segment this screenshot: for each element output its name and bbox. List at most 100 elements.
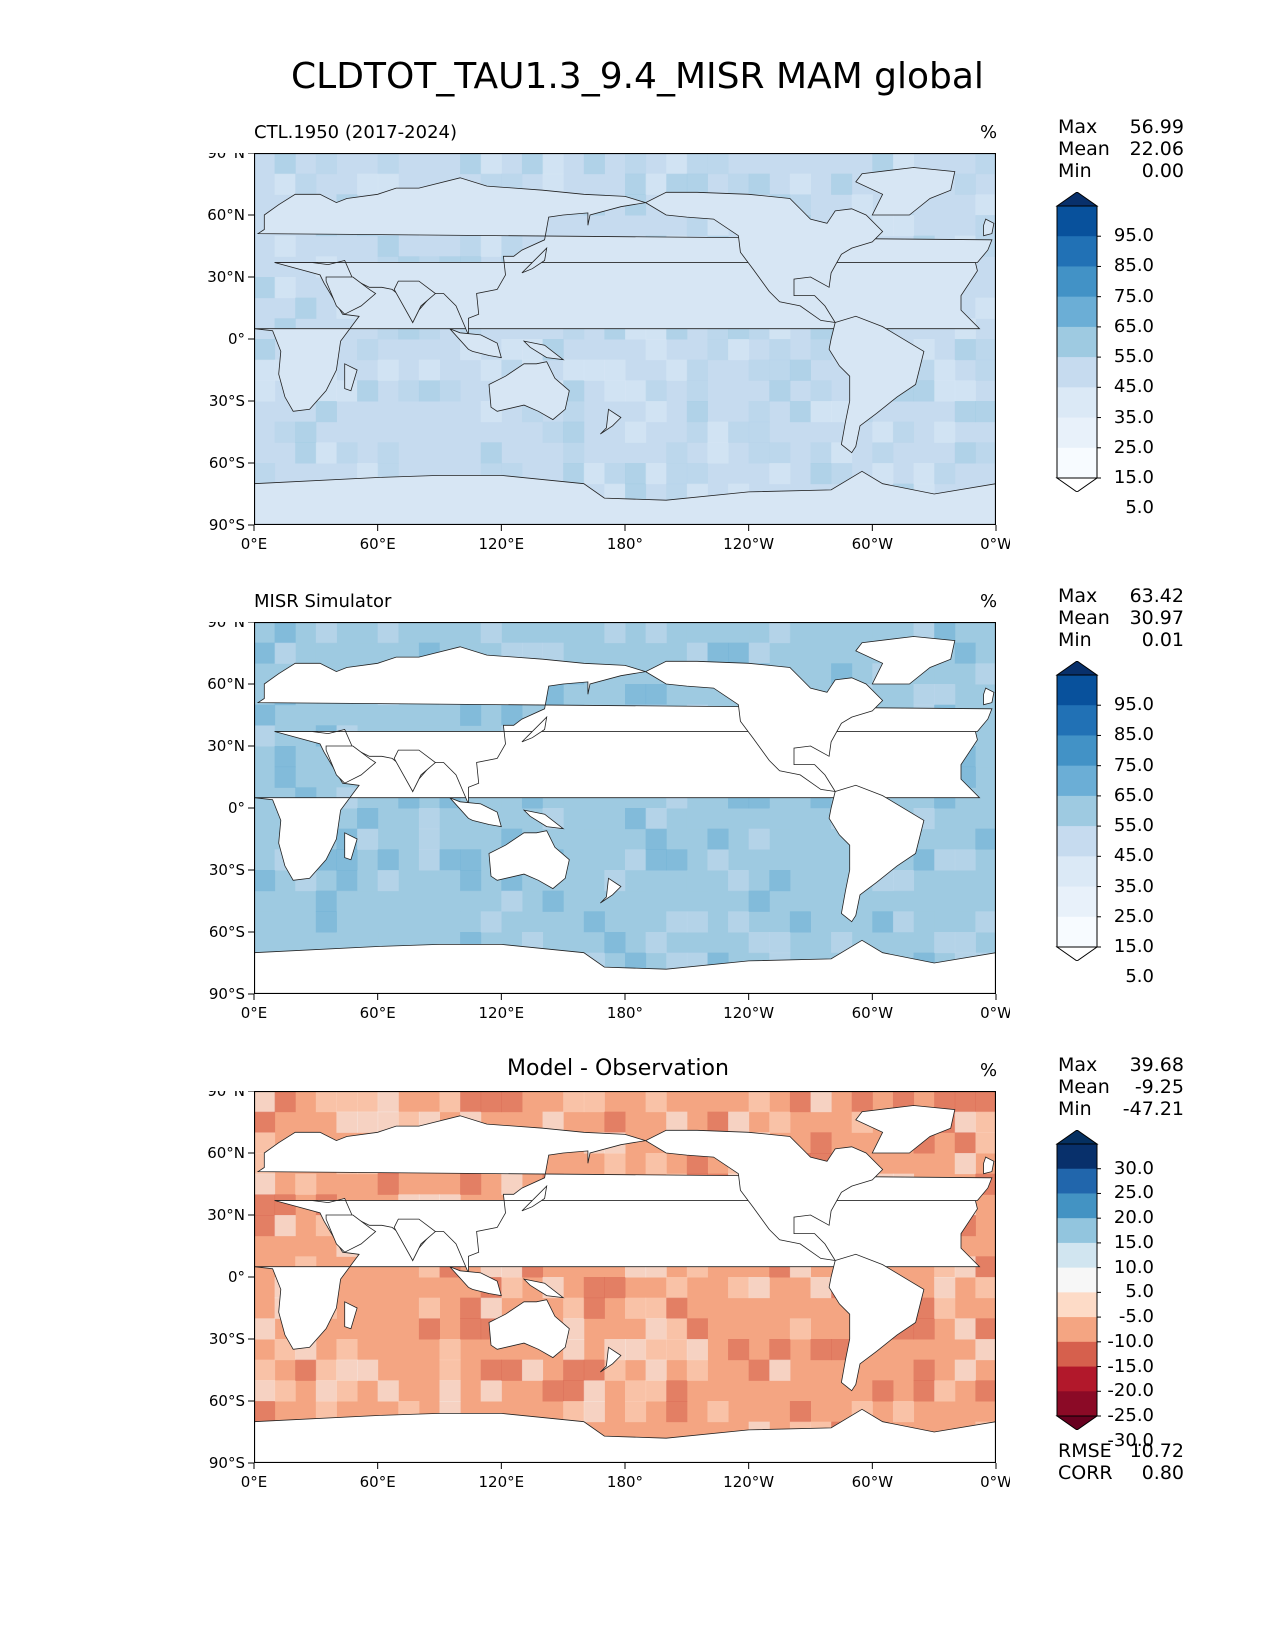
- field-patch: [810, 828, 832, 850]
- field-patch: [439, 1380, 461, 1402]
- field-patch: [604, 1111, 626, 1133]
- field-patch: [728, 911, 750, 933]
- field-patch: [954, 1359, 976, 1381]
- field-patch: [501, 890, 523, 912]
- field-patch: [975, 1339, 996, 1361]
- field-patch: [748, 1277, 770, 1299]
- lat-label: 30°S: [209, 1330, 245, 1348]
- colorbar-tick-label: -15.0: [1107, 1355, 1154, 1377]
- field-patch: [831, 173, 853, 195]
- lon-label: 120°E: [479, 535, 525, 553]
- map-plot: [254, 622, 996, 994]
- colorbar-tick-label: 30.0: [1113, 1157, 1154, 1179]
- field-patch: [789, 1091, 811, 1113]
- lon-label: 60°E: [360, 1004, 396, 1022]
- colorbar-segment: [1057, 916, 1097, 948]
- field-patch: [954, 173, 976, 195]
- field-patch: [975, 1380, 996, 1402]
- stat-mean-label: Mean: [1058, 1076, 1110, 1098]
- field-patch: [934, 622, 956, 644]
- field-patch: [254, 1173, 276, 1195]
- field-patch: [748, 932, 770, 954]
- lon-label: 0°E: [241, 1473, 268, 1491]
- field-patch: [357, 870, 379, 892]
- field-patch: [810, 401, 832, 423]
- colorbar-tick-label: 5.0: [1125, 497, 1154, 519]
- field-patch: [872, 153, 894, 175]
- colorbar-tick-label: 75.0: [1113, 754, 1154, 776]
- field-patch: [975, 1277, 996, 1299]
- field-patch: [645, 684, 667, 706]
- field-patch: [254, 1194, 276, 1216]
- landmass-greenland: [855, 636, 956, 685]
- field-patch: [439, 870, 461, 892]
- field-patch: [810, 1132, 832, 1154]
- field-patch: [954, 339, 976, 361]
- field-patch: [460, 1318, 482, 1340]
- colorbar-segment: [1057, 1366, 1097, 1392]
- colorbar-tick-label: 55.0: [1113, 815, 1154, 837]
- lat-label: 0°: [228, 330, 245, 348]
- field-patch: [831, 932, 853, 954]
- colorbar: [1055, 1130, 1101, 1430]
- field-patch: [254, 1401, 276, 1423]
- field-patch: [625, 380, 647, 402]
- field-patch: [645, 463, 667, 485]
- field-patch: [377, 622, 399, 644]
- field-patch: [521, 622, 544, 644]
- field-patch: [563, 401, 585, 423]
- field-patch: [336, 1339, 358, 1361]
- field-patch: [645, 808, 667, 830]
- field-patch: [872, 911, 894, 933]
- lon-label: 120°E: [479, 1004, 525, 1022]
- stats-box: Max 63.42 Mean 30.97 Min 0.01: [1058, 585, 1184, 651]
- lon-label: 0°W: [980, 1473, 1010, 1491]
- colorbar-segment: [1057, 705, 1097, 736]
- field-patch: [439, 1359, 461, 1381]
- landmass-india: [393, 1218, 437, 1262]
- field-patch: [789, 622, 811, 644]
- field-patch: [254, 704, 276, 726]
- field-patch: [460, 890, 482, 912]
- field-patch: [954, 663, 976, 685]
- field-patch: [975, 828, 996, 850]
- colorbar-segment: [1057, 1292, 1097, 1318]
- field-patch: [274, 1215, 296, 1237]
- panel-title: CTL.1950 (2017-2024): [254, 122, 458, 143]
- field-patch: [686, 463, 708, 485]
- field-patch: [954, 1318, 976, 1340]
- field-patch: [501, 235, 523, 257]
- field-patch: [418, 359, 440, 381]
- field-patch: [377, 849, 399, 871]
- field-patch: [851, 1091, 873, 1113]
- field-patch: [625, 849, 647, 871]
- field-patch: [460, 235, 482, 257]
- field-patch: [913, 1380, 935, 1402]
- field-patch: [563, 1401, 585, 1423]
- lat-label: 90°S: [209, 1454, 245, 1472]
- field-patch: [913, 463, 935, 485]
- figure-title: CLDTOT_TAU1.3_9.4_MISR MAM global: [291, 56, 984, 97]
- field-patch: [954, 401, 976, 423]
- field-patch: [625, 1339, 647, 1361]
- field-patch: [501, 1091, 523, 1113]
- lon-label: 0°W: [980, 1004, 1010, 1022]
- field-patch: [336, 1091, 358, 1113]
- colorbar-segment: [1057, 765, 1097, 797]
- colorbar-segment: [1057, 1193, 1097, 1219]
- field-patch: [954, 1132, 976, 1154]
- field-patch: [480, 235, 502, 257]
- field-patch: [377, 153, 399, 175]
- field-patch: [604, 463, 626, 485]
- field-patch: [975, 746, 996, 768]
- field-patch: [583, 1277, 605, 1299]
- field-patch: [892, 421, 915, 443]
- field-patch: [666, 463, 688, 485]
- field-patch: [254, 1111, 276, 1133]
- metrics-box: RMSE 10.72 CORR 0.80: [1058, 1440, 1184, 1484]
- field-patch: [377, 442, 399, 464]
- field-patch: [254, 663, 276, 685]
- field-patch: [398, 828, 420, 850]
- field-patch: [645, 1380, 667, 1402]
